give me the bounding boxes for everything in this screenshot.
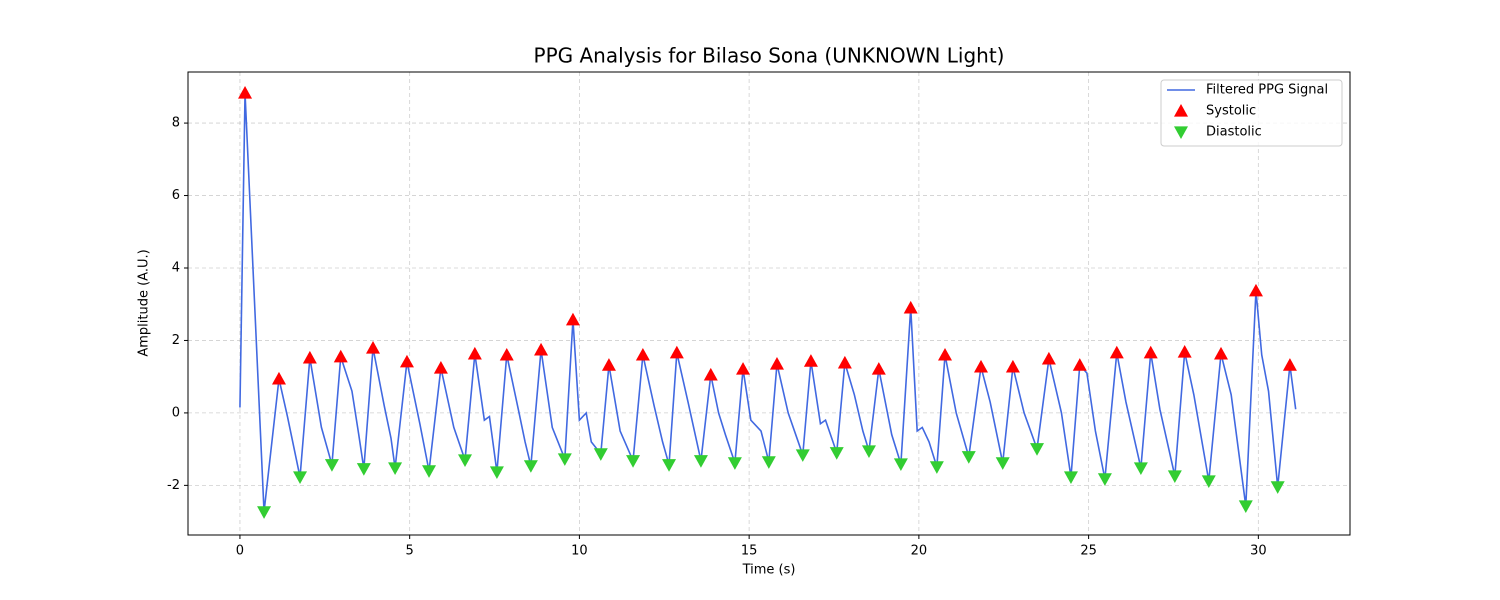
x-tick-label: 15: [741, 544, 758, 559]
marker: [938, 347, 953, 361]
marker: [803, 354, 818, 367]
marker: [1214, 346, 1229, 360]
marker: [523, 460, 538, 473]
marker: [662, 459, 677, 472]
marker: [1097, 473, 1112, 486]
marker: [1041, 351, 1056, 365]
marker: [1030, 443, 1045, 456]
marker: [693, 455, 708, 468]
legend-box: [1160, 79, 1343, 147]
signal-line: [239, 92, 1297, 512]
marker: [1177, 345, 1192, 358]
marker: [961, 451, 976, 464]
x-tick-label: 30: [1250, 544, 1267, 559]
marker: [635, 347, 650, 361]
marker: [238, 86, 253, 99]
marker: [499, 347, 514, 361]
marker: [399, 354, 414, 368]
marker: [1201, 475, 1216, 489]
marker: [257, 506, 272, 519]
marker: [271, 371, 286, 385]
marker: [703, 367, 718, 381]
x-tick-label: 10: [571, 544, 588, 559]
y-tick-label: 0: [172, 405, 180, 420]
marker: [1005, 359, 1020, 373]
y-tick-label: 4: [172, 260, 180, 275]
marker: [1238, 500, 1253, 514]
marker: [565, 312, 580, 326]
y-tick-label: 8: [172, 116, 180, 131]
marker: [1167, 470, 1182, 483]
marker: [1282, 358, 1297, 371]
marker: [557, 453, 572, 466]
y-tick-label: 6: [172, 188, 180, 203]
marker: [422, 465, 437, 478]
marker: [293, 471, 308, 485]
marker: [727, 457, 742, 470]
marker: [302, 350, 317, 364]
marker: [1143, 345, 1158, 359]
x-tick-label: 0: [236, 544, 244, 559]
y-tick-label: -2: [167, 478, 180, 493]
marker: [366, 341, 381, 354]
chart-title: PPG Analysis for Bilaso Sona (UNKNOWN Li…: [534, 44, 1005, 68]
legend-label: Diastolic: [1206, 125, 1262, 140]
marker: [1063, 471, 1078, 485]
x-tick-label: 5: [406, 544, 414, 559]
legend-swatch: [1174, 126, 1188, 139]
marker: [534, 342, 549, 356]
marker: [903, 300, 918, 314]
marker: [356, 463, 371, 476]
x-tick-label: 20: [911, 544, 928, 559]
marker: [861, 445, 876, 458]
marker: [837, 355, 852, 369]
marker: [388, 462, 403, 475]
legend-label: Filtered PPG Signal: [1206, 83, 1328, 98]
marker: [593, 448, 608, 461]
y-axis-label: Amplitude (A.U.): [137, 249, 152, 356]
marker: [995, 457, 1010, 470]
marker: [893, 458, 908, 471]
x-tick-label: 25: [1080, 544, 1097, 559]
x-axis-label: Time (s): [742, 563, 796, 578]
legend-label: Systolic: [1206, 104, 1256, 119]
marker: [736, 362, 751, 375]
marker: [769, 357, 784, 370]
marker: [1248, 283, 1263, 297]
marker: [1133, 462, 1148, 475]
marker: [973, 359, 988, 373]
marker: [929, 461, 944, 474]
marker: [626, 455, 641, 468]
marker: [1072, 358, 1087, 371]
marker: [458, 454, 473, 468]
marker: [829, 447, 844, 460]
marker: [669, 345, 684, 359]
plot-frame: [187, 71, 1351, 536]
marker: [1109, 345, 1124, 359]
y-tick-label: 2: [172, 333, 180, 348]
legend-swatch: [1174, 104, 1188, 117]
marker: [324, 459, 339, 472]
marker: [333, 349, 348, 363]
marker: [761, 456, 776, 469]
marker: [795, 449, 810, 462]
marker: [601, 358, 616, 371]
marker: [1270, 481, 1285, 494]
marker: [489, 466, 504, 479]
marker: [433, 360, 448, 374]
marker: [467, 346, 482, 360]
marker: [871, 362, 886, 375]
